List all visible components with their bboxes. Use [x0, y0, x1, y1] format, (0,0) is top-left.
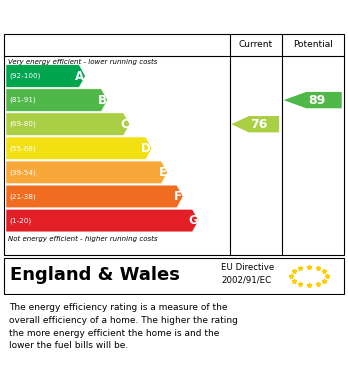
Polygon shape: [6, 89, 108, 111]
Text: Current: Current: [239, 40, 273, 49]
Text: Potential: Potential: [293, 40, 333, 49]
Polygon shape: [6, 65, 86, 88]
Text: (81-91): (81-91): [9, 97, 36, 103]
Text: 89: 89: [308, 93, 325, 107]
Text: (92-100): (92-100): [9, 73, 41, 79]
Text: E: E: [159, 166, 167, 179]
Text: B: B: [97, 93, 106, 107]
Text: Not energy efficient - higher running costs: Not energy efficient - higher running co…: [8, 236, 157, 242]
Polygon shape: [284, 92, 342, 108]
Text: F: F: [174, 190, 182, 203]
Text: The energy efficiency rating is a measure of the
overall efficiency of a home. T: The energy efficiency rating is a measur…: [9, 303, 238, 350]
Text: Very energy efficient - lower running costs: Very energy efficient - lower running co…: [8, 59, 157, 65]
Text: G: G: [188, 214, 198, 227]
Text: (1-20): (1-20): [9, 217, 32, 224]
Text: (55-68): (55-68): [9, 145, 36, 152]
Polygon shape: [6, 209, 199, 232]
Text: 76: 76: [251, 118, 268, 131]
Polygon shape: [6, 113, 130, 136]
Text: D: D: [141, 142, 151, 155]
Text: England & Wales: England & Wales: [10, 266, 180, 284]
Text: (21-38): (21-38): [9, 193, 36, 200]
Polygon shape: [6, 137, 152, 160]
Text: (69-80): (69-80): [9, 121, 36, 127]
Text: C: C: [120, 118, 129, 131]
Text: A: A: [75, 70, 85, 83]
Polygon shape: [6, 161, 168, 184]
Polygon shape: [231, 116, 279, 133]
Text: EU Directive
2002/91/EC: EU Directive 2002/91/EC: [221, 264, 274, 285]
Text: (39-54): (39-54): [9, 169, 36, 176]
Polygon shape: [6, 185, 183, 208]
Text: Energy Efficiency Rating: Energy Efficiency Rating: [9, 9, 230, 23]
